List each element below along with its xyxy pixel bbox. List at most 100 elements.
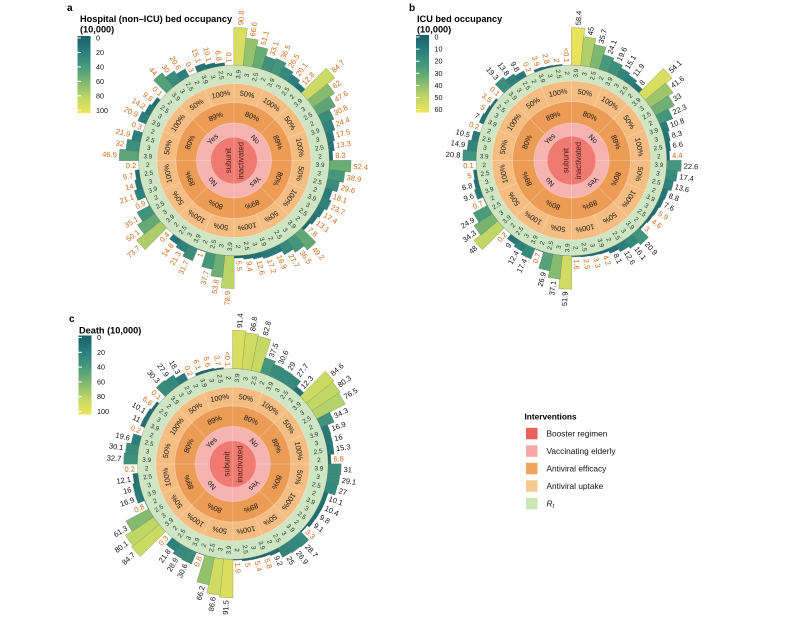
- svg-text:3.9: 3.9: [147, 489, 158, 499]
- svg-text:2: 2: [318, 153, 322, 160]
- svg-text:2: 2: [657, 153, 661, 160]
- svg-text:100: 100: [96, 106, 108, 115]
- svg-text:0.1: 0.1: [463, 161, 474, 171]
- svg-text:10: 10: [435, 45, 443, 54]
- svg-text:2: 2: [145, 465, 149, 472]
- svg-text:2: 2: [152, 497, 159, 505]
- svg-text:Booster regimen: Booster regimen: [547, 428, 608, 438]
- svg-text:60: 60: [96, 77, 104, 86]
- svg-text:2.5: 2.5: [272, 229, 283, 241]
- svg-text:3: 3: [515, 87, 523, 94]
- svg-text:100%: 100%: [235, 524, 256, 537]
- svg-text:100%: 100%: [633, 137, 646, 158]
- svg-text:2: 2: [287, 397, 295, 405]
- svg-text:50%: 50%: [293, 469, 305, 486]
- svg-text:2.5: 2.5: [312, 178, 323, 187]
- svg-text:3: 3: [654, 136, 660, 144]
- svg-text:2.8: 2.8: [540, 53, 551, 65]
- svg-text:38.9: 38.9: [346, 173, 362, 184]
- svg-text:2: 2: [146, 162, 150, 169]
- svg-text:c: c: [69, 314, 75, 325]
- svg-text:66.6: 66.6: [248, 21, 259, 37]
- svg-text:13.3: 13.3: [336, 139, 352, 150]
- svg-text:2.5: 2.5: [177, 528, 188, 540]
- svg-text:100%: 100%: [211, 88, 232, 101]
- svg-text:2: 2: [648, 120, 655, 128]
- svg-text:(10,000): (10,000): [80, 24, 114, 34]
- svg-text:Death (10,000): Death (10,000): [79, 326, 141, 336]
- svg-text:3.7: 3.7: [212, 355, 222, 367]
- svg-text:2.5: 2.5: [183, 385, 194, 397]
- svg-text:0.2: 0.2: [182, 364, 195, 377]
- svg-text:0.8: 0.8: [192, 555, 204, 568]
- svg-text:2.5: 2.5: [619, 85, 630, 97]
- svg-text:32: 32: [115, 139, 125, 149]
- svg-text:3: 3: [148, 178, 154, 186]
- svg-text:8: 8: [637, 78, 646, 87]
- svg-text:2.5: 2.5: [589, 70, 598, 81]
- svg-text:3: 3: [242, 376, 250, 381]
- svg-text:100: 100: [97, 407, 109, 416]
- svg-text:11: 11: [131, 413, 142, 424]
- svg-text:3: 3: [155, 416, 162, 424]
- svg-text:2: 2: [293, 519, 301, 527]
- svg-text:82.8: 82.8: [261, 320, 273, 336]
- svg-text:2.5: 2.5: [653, 144, 663, 152]
- svg-text:3.9: 3.9: [530, 55, 542, 68]
- svg-text:0.7: 0.7: [471, 199, 484, 212]
- svg-text:5.4: 5.4: [253, 560, 264, 572]
- svg-text:2.5: 2.5: [641, 111, 653, 122]
- svg-text:12.1: 12.1: [116, 475, 132, 486]
- svg-text:2: 2: [510, 222, 518, 230]
- svg-text:29.6: 29.6: [340, 183, 356, 195]
- svg-text:3.9: 3.9: [198, 378, 208, 389]
- svg-text:subunit: subunit: [223, 451, 232, 477]
- svg-text:33: 33: [671, 91, 683, 103]
- svg-text:8.3: 8.3: [671, 129, 683, 140]
- svg-text:37.1: 37.1: [547, 280, 558, 296]
- svg-text:2.5: 2.5: [143, 473, 153, 481]
- svg-text:3: 3: [185, 535, 193, 542]
- svg-text:3: 3: [483, 145, 488, 153]
- svg-text:3: 3: [156, 113, 163, 121]
- svg-text:Hospital (non–ICU) bed occupan: Hospital (non–ICU) bed occupancy: [80, 14, 233, 24]
- svg-text:58.4: 58.4: [574, 10, 584, 25]
- svg-text:0.9: 0.9: [134, 199, 147, 212]
- svg-text:9: 9: [504, 241, 514, 250]
- svg-text:2.5: 2.5: [241, 544, 249, 554]
- svg-text:6.1: 6.1: [191, 358, 203, 371]
- svg-text:30: 30: [435, 69, 443, 78]
- svg-text:19.6: 19.6: [115, 430, 131, 442]
- svg-text:0: 0: [96, 34, 100, 43]
- svg-text:80: 80: [96, 91, 104, 100]
- svg-text:2.5: 2.5: [495, 104, 507, 115]
- svg-text:3: 3: [274, 387, 282, 394]
- svg-text:2.5: 2.5: [579, 242, 587, 252]
- svg-text:3.9: 3.9: [564, 243, 571, 253]
- svg-text:9.7: 9.7: [122, 171, 134, 181]
- svg-text:3.9: 3.9: [604, 76, 614, 87]
- svg-text:3.9: 3.9: [530, 234, 540, 245]
- svg-text:0.8: 0.8: [133, 502, 146, 515]
- svg-text:2.5: 2.5: [302, 415, 314, 426]
- svg-text:86.6: 86.6: [207, 596, 218, 612]
- svg-text:2: 2: [490, 194, 497, 202]
- svg-text:3: 3: [209, 74, 217, 80]
- svg-text:3.9: 3.9: [624, 220, 635, 232]
- svg-text:2: 2: [598, 75, 606, 81]
- svg-text:5.6: 5.6: [201, 356, 212, 368]
- svg-text:3: 3: [317, 170, 322, 178]
- svg-text:2: 2: [552, 58, 562, 63]
- svg-text:2: 2: [265, 539, 273, 546]
- svg-text:2: 2: [153, 194, 160, 202]
- svg-text:46.9: 46.9: [102, 150, 117, 160]
- svg-text:50%: 50%: [161, 442, 173, 459]
- svg-text:37.7: 37.7: [199, 270, 211, 286]
- svg-text:3.9: 3.9: [169, 395, 180, 407]
- svg-text:Vaccinating elderly: Vaccinating elderly: [547, 446, 617, 456]
- svg-text:2: 2: [294, 215, 302, 223]
- svg-text:2: 2: [571, 246, 578, 250]
- svg-text:50%: 50%: [212, 221, 229, 233]
- svg-text:3.9: 3.9: [258, 237, 268, 248]
- svg-text:2.5: 2.5: [515, 225, 526, 237]
